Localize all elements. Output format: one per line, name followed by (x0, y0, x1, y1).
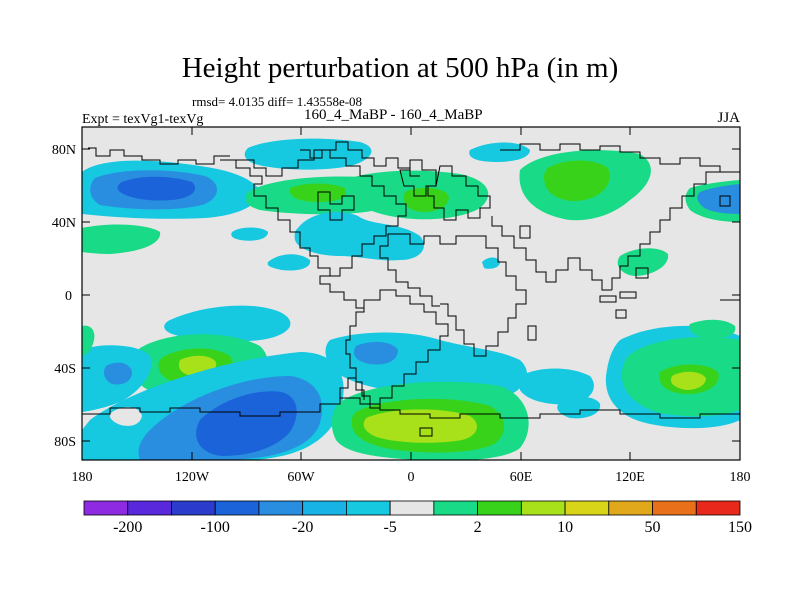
x-tick-label: 0 (408, 470, 415, 485)
map-title: Height perturbation at 500 hPa (in m) (181, 52, 619, 84)
coastline-europe (427, 165, 491, 221)
colorbar-swatch (83, 500, 129, 516)
colorbar-label: -20 (292, 519, 313, 536)
stats-text: rmsd= 4.0135 diff= 1.43558e-08 (192, 94, 363, 109)
season-label: JJA (717, 110, 740, 126)
contour-region (670, 371, 706, 390)
contour-field (82, 138, 740, 460)
colorbar-label: 150 (728, 519, 752, 536)
colorbar-swatch (302, 500, 347, 516)
colorbar-label: 50 (645, 519, 661, 536)
coastline-caspian (519, 225, 531, 239)
coastline-japan (635, 267, 649, 279)
contour-region (353, 341, 398, 365)
coastline-asia-north (500, 143, 740, 173)
x-tick-label: 120E (615, 470, 645, 485)
experiment-label: Expt = texVg1-texVg (82, 112, 204, 127)
coastline-kamchatka (719, 195, 731, 207)
coastline-central-america (319, 275, 364, 309)
x-tick-label: 180 (730, 470, 751, 485)
contour-region (104, 362, 132, 385)
contour-region (469, 142, 530, 162)
y-tick-label: 40N (52, 216, 76, 231)
contour-region (82, 325, 95, 356)
coastline-indonesia-3 (615, 309, 627, 319)
coastline-asia-east (611, 171, 720, 290)
colorbar-swatch (652, 500, 697, 516)
coastline-south-america (345, 289, 449, 409)
runs-label: 160_4_MaBP - 160_4_MaBP (304, 107, 483, 123)
coastline-madagascar (527, 325, 537, 341)
colorbar-swatch (477, 500, 522, 516)
colorbar-label: -100 (201, 519, 230, 536)
y-tick-label: 80S (54, 435, 76, 450)
coastline-mediterranean (396, 233, 470, 245)
x-tick-label: 60W (287, 470, 315, 485)
coastline-antarctica (82, 397, 740, 419)
colorbar-swatch (258, 500, 304, 516)
colorbar-swatch (389, 500, 435, 516)
colorbar-swatch (345, 500, 391, 516)
coastlines (82, 141, 740, 437)
y-ticks (82, 148, 740, 442)
coastline-north-america (220, 149, 407, 277)
coastline-africa-east (440, 235, 527, 357)
colorbar (83, 500, 741, 516)
contour-region (244, 138, 372, 170)
x-tick-label: 120W (175, 470, 210, 485)
coastline-top-left (88, 147, 230, 165)
colorbar-label: -5 (383, 519, 396, 536)
colorbar-swatch (695, 500, 741, 516)
contour-region (196, 391, 297, 456)
colorbar-swatch (171, 500, 216, 516)
contour-region (110, 407, 142, 426)
contour-region (82, 224, 161, 254)
contour-region (544, 160, 610, 202)
x-tick-label: 60E (510, 470, 533, 485)
y-tick-label: 80N (52, 143, 76, 158)
colorbar-swatch (433, 500, 479, 516)
y-tick-label: 40S (54, 362, 76, 377)
coastline-antarctic-islands (419, 427, 433, 437)
contour-region (231, 227, 268, 241)
contour-region (164, 305, 291, 342)
coastline-antarctic-peninsula (339, 377, 365, 400)
y-tick-label: 0 (65, 289, 72, 304)
colorbar-swatch (520, 500, 566, 516)
coastline-africa-west (379, 233, 440, 307)
contour-region (557, 396, 601, 419)
contour-region (482, 257, 500, 269)
x-ticks (81, 127, 631, 460)
colorbar-swatch (127, 500, 172, 516)
colorbar-swatch (608, 500, 653, 516)
coastline-asia-south (491, 216, 612, 291)
colorbar-label: -200 (113, 519, 142, 536)
colorbar-label: 10 (557, 519, 573, 536)
contour-region (117, 176, 196, 201)
contour-region (520, 368, 594, 405)
contour-region (294, 212, 424, 261)
contour-region (267, 254, 311, 271)
coastline-arctic-islands (300, 141, 420, 177)
coastline-hudson (317, 191, 355, 221)
colorbar-swatch (564, 500, 610, 516)
x-tick-label: 180 (72, 470, 93, 485)
coastline-indonesia-1 (599, 295, 617, 303)
contour-region (403, 187, 449, 212)
colorbar-swatch (214, 500, 260, 516)
coastline-indonesia-2 (619, 291, 637, 299)
colorbar-labels: -200 -100 -20 -5 2 10 50 150 (113, 519, 752, 536)
contour-region (688, 319, 736, 339)
contour-region (617, 248, 669, 276)
colorbar-label: 2 (474, 519, 482, 536)
